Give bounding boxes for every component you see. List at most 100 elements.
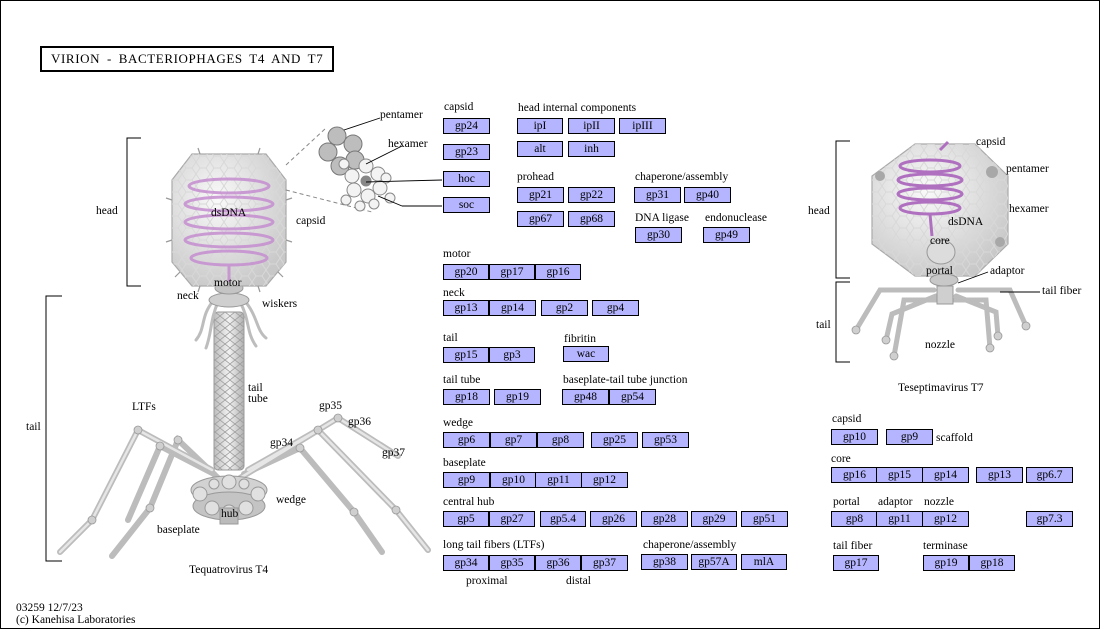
gene-gp34[interactable]: gp34 xyxy=(443,555,489,571)
gene-gp30[interactable]: gp30 xyxy=(635,227,682,243)
gene-gp38[interactable]: gp38 xyxy=(641,554,688,570)
gene-gp23[interactable]: gp23 xyxy=(443,144,490,160)
group-ltf: long tail fibers (LTFs) xyxy=(443,539,544,552)
t4-label-tail-tube-2: tube xyxy=(248,393,268,406)
t7-gene-gp9[interactable]: gp9 xyxy=(886,429,933,445)
copyright: (c) Kanehisa Laboratories xyxy=(16,614,135,627)
gene-gp11[interactable]: gp11 xyxy=(535,472,582,488)
gene-gp2[interactable]: gp2 xyxy=(541,300,588,316)
gene-gp31[interactable]: gp31 xyxy=(634,187,681,203)
gene-gp51[interactable]: gp51 xyxy=(741,511,788,527)
gene-wac[interactable]: wac xyxy=(563,346,609,362)
t7-gene-gp19[interactable]: gp19 xyxy=(923,555,969,571)
gene-gp28[interactable]: gp28 xyxy=(641,511,688,527)
t7-label-tail: tail xyxy=(816,319,831,332)
gene-gp48[interactable]: gp48 xyxy=(562,389,609,405)
gene-gp5-4[interactable]: gp5.4 xyxy=(540,511,586,527)
t4-label-head: head xyxy=(96,205,118,218)
gene-gp53[interactable]: gp53 xyxy=(642,432,689,448)
t7-gene-gp16[interactable]: gp16 xyxy=(831,467,878,483)
hexamer-shape xyxy=(339,159,395,211)
gene-gp54[interactable]: gp54 xyxy=(609,389,656,405)
t7-label-head: head xyxy=(808,205,830,218)
gene-gp10[interactable]: gp10 xyxy=(490,472,537,488)
gene-gp13[interactable]: gp13 xyxy=(443,300,489,316)
label-hexamer: hexamer xyxy=(388,138,428,151)
gene-gp37[interactable]: gp37 xyxy=(581,555,628,571)
t7-gene-gp7-3[interactable]: gp7.3 xyxy=(1026,511,1073,527)
gene-ipI[interactable]: ipI xyxy=(517,118,563,134)
group-dna-ligase: DNA ligase xyxy=(635,212,689,225)
gene-gp5[interactable]: gp5 xyxy=(443,511,489,527)
gene-gp24[interactable]: gp24 xyxy=(443,118,490,134)
gene-gp8[interactable]: gp8 xyxy=(537,432,584,448)
gene-gp36[interactable]: gp36 xyxy=(535,555,581,571)
gene-gp7[interactable]: gp7 xyxy=(490,432,537,448)
t4-label-dsdna: dsDNA xyxy=(211,207,246,220)
gene-gp9[interactable]: gp9 xyxy=(443,472,490,488)
gene-gp16[interactable]: gp16 xyxy=(535,264,581,280)
t7-tail-bracket xyxy=(836,282,850,362)
t7-gene-gp17[interactable]: gp17 xyxy=(833,555,879,571)
t7-gene-gp8[interactable]: gp8 xyxy=(831,511,878,527)
gene-gp12[interactable]: gp12 xyxy=(581,472,628,488)
t7-label-nozzle: nozzle xyxy=(925,339,955,352)
t7-head xyxy=(872,142,1008,276)
gene-gp35[interactable]: gp35 xyxy=(489,555,535,571)
gene-gp17[interactable]: gp17 xyxy=(489,264,535,280)
t7-gene-gp14[interactable]: gp14 xyxy=(922,467,969,483)
group-fibritin: fibritin xyxy=(564,333,596,346)
gene-ipIII[interactable]: ipIII xyxy=(619,118,666,134)
gene-gp27[interactable]: gp27 xyxy=(489,511,535,527)
t7-gene-gp11[interactable]: gp11 xyxy=(876,511,923,527)
t7-group-adaptor: adaptor xyxy=(878,496,912,509)
t4-head xyxy=(166,148,292,292)
gene-soc[interactable]: soc xyxy=(443,197,490,213)
gene-gp4[interactable]: gp4 xyxy=(592,300,639,316)
t7-gene-gp6-7[interactable]: gp6.7 xyxy=(1026,467,1073,483)
gene-gp40[interactable]: gp40 xyxy=(684,187,731,203)
t7-label-tail-fiber: tail fiber xyxy=(1042,285,1081,298)
t7-gene-gp12[interactable]: gp12 xyxy=(922,511,969,527)
gene-gp67[interactable]: gp67 xyxy=(517,211,564,227)
gene-gp21[interactable]: gp21 xyxy=(517,187,564,203)
t7-label-portal: portal xyxy=(926,265,953,278)
gene-gp20[interactable]: gp20 xyxy=(443,264,489,280)
gene-gp25[interactable]: gp25 xyxy=(591,432,638,448)
t7-caption: Teseptimavirus T7 xyxy=(898,382,984,395)
group-motor: motor xyxy=(443,248,470,261)
group-baseplate-tail-tube: baseplate-tail tube junction xyxy=(563,374,688,387)
t4-label-gp37: gp37 xyxy=(382,447,405,460)
group-endonuclease: endonuclease xyxy=(705,212,767,225)
gene-gp15[interactable]: gp15 xyxy=(443,347,489,363)
gene-gp57A[interactable]: gp57A xyxy=(691,554,737,570)
capsid-zoom xyxy=(286,118,442,212)
group-capsid: capsid xyxy=(444,101,473,114)
t7-gene-gp13[interactable]: gp13 xyxy=(976,467,1023,483)
gene-hoc[interactable]: hoc xyxy=(443,171,490,187)
t7-gene-gp10[interactable]: gp10 xyxy=(831,429,878,445)
group-proximal: proximal xyxy=(466,575,508,588)
group-chaperone-assembly: chaperone/assembly xyxy=(635,171,728,184)
gene-gp26[interactable]: gp26 xyxy=(590,511,637,527)
gene-gp3[interactable]: gp3 xyxy=(489,347,535,363)
gene-gp49[interactable]: gp49 xyxy=(703,227,750,243)
gene-gp18[interactable]: gp18 xyxy=(443,389,490,405)
t7-gene-gp18[interactable]: gp18 xyxy=(969,555,1015,571)
t7-group-nozzle: nozzle xyxy=(924,496,954,509)
gene-gp22[interactable]: gp22 xyxy=(568,187,615,203)
t7-group-terminase: terminase xyxy=(923,540,968,553)
gene-ipII[interactable]: ipII xyxy=(568,118,615,134)
gene-gp14[interactable]: gp14 xyxy=(489,300,536,316)
gene-gp29[interactable]: gp29 xyxy=(691,511,737,527)
t7-group-tail-fiber: tail fiber xyxy=(833,540,872,553)
t4-label-baseplate: baseplate xyxy=(157,524,200,537)
gene-gp68[interactable]: gp68 xyxy=(568,211,615,227)
t4-label-wedge: wedge xyxy=(276,494,306,507)
t7-gene-gp15[interactable]: gp15 xyxy=(876,467,923,483)
gene-alt[interactable]: alt xyxy=(517,141,563,157)
gene-gp6[interactable]: gp6 xyxy=(443,432,490,448)
gene-inh[interactable]: inh xyxy=(568,141,615,157)
gene-gp19[interactable]: gp19 xyxy=(494,389,541,405)
gene-mlA[interactable]: mlA xyxy=(741,554,787,570)
